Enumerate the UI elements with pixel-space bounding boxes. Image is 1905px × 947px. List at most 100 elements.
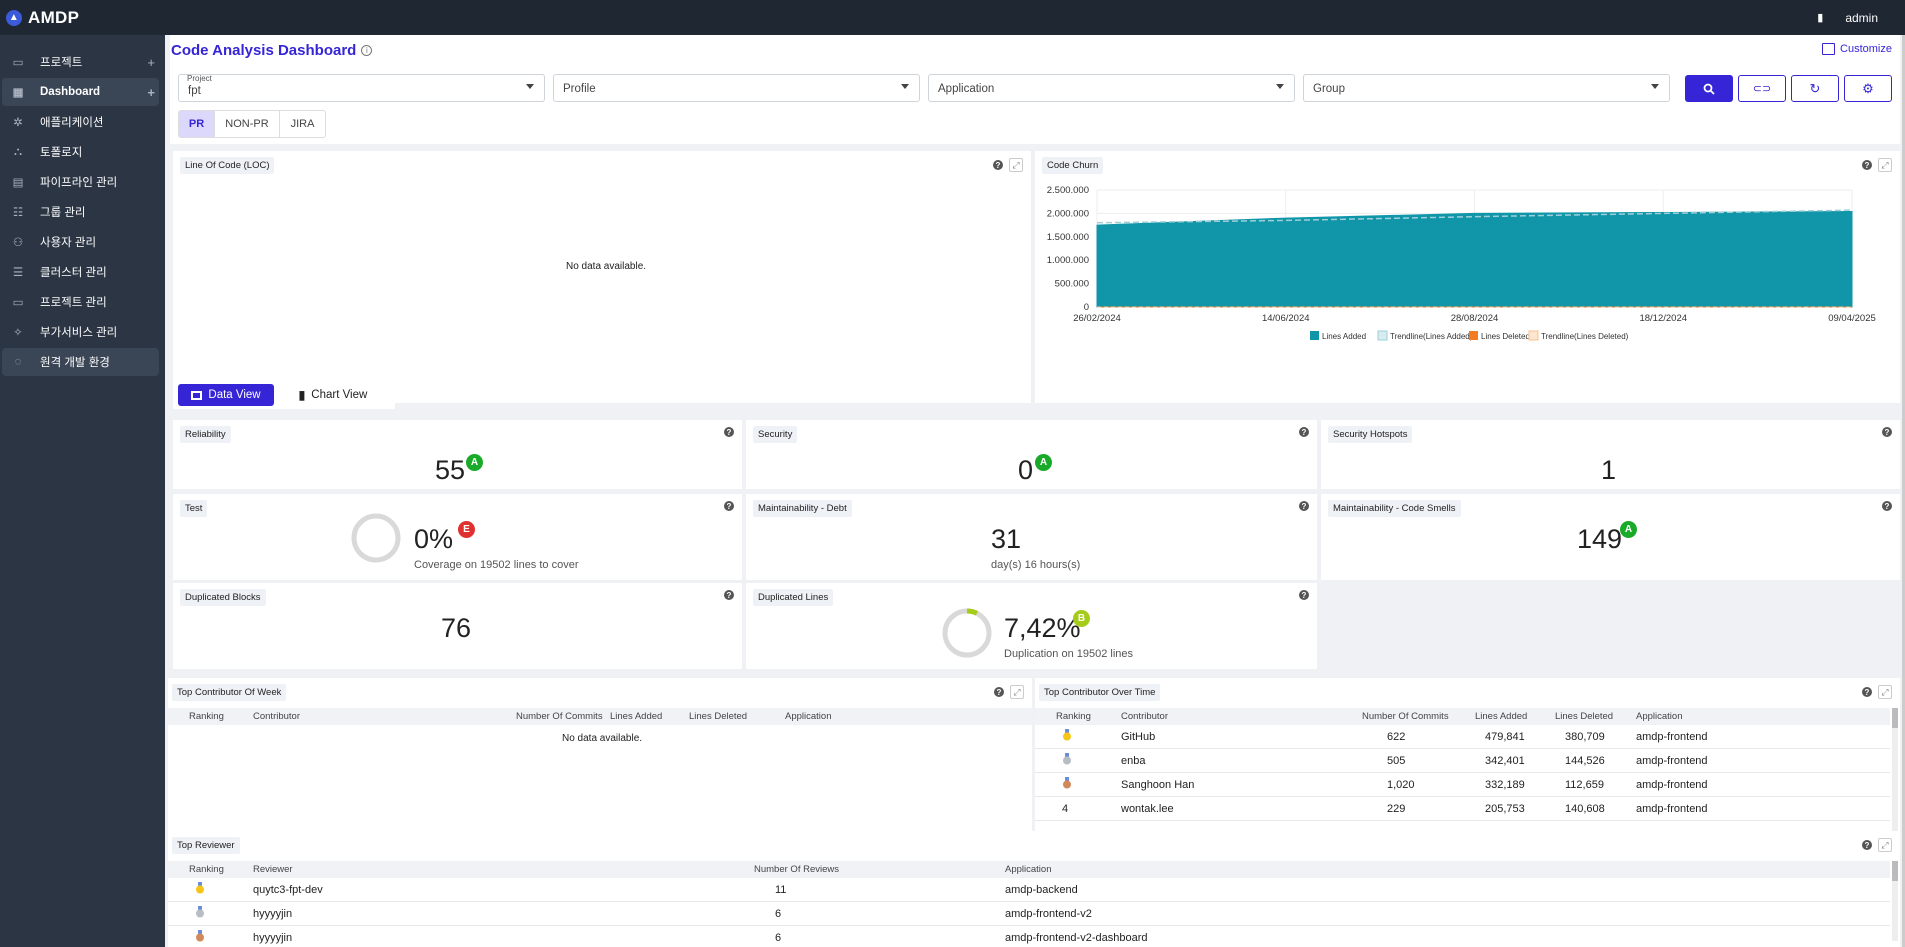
link-icon: ⊂⊃ <box>1752 83 1772 95</box>
project-select[interactable]: Project fpt <box>178 74 545 102</box>
help-icon[interactable]: ? <box>724 590 734 600</box>
expand-icon[interactable]: ⤢ <box>1878 158 1892 172</box>
tab-jira[interactable]: JIRA <box>279 111 325 137</box>
legend-label: Trendline(Lines Added) <box>1390 332 1473 341</box>
help-icon[interactable]: ? <box>1862 840 1872 850</box>
panel-title: Top Reviewer <box>172 837 240 854</box>
customize-button[interactable]: Customize <box>1822 43 1892 55</box>
card-title: Duplicated Blocks <box>180 589 266 606</box>
metric-subtitle: day(s) 16 hours(s) <box>991 559 1081 571</box>
help-icon[interactable]: ? <box>1299 590 1309 600</box>
top-contributor-week-panel: Top Contributor Of Week ? ⤢ Ranking Contr… <box>168 678 1032 858</box>
group-icon: ☷ <box>12 207 24 219</box>
expand-icon[interactable]: ⤢ <box>1010 685 1024 699</box>
help-icon[interactable]: ? <box>724 501 734 511</box>
scrollbar[interactable] <box>1892 861 1898 941</box>
cell-added: 479,841 <box>1485 730 1525 743</box>
y-tick-label: 1.500.000 <box>1047 232 1089 243</box>
scrollbar-thumb[interactable] <box>1892 708 1898 728</box>
tab-non-pr[interactable]: NON-PR <box>214 111 279 137</box>
cell-rank: 4 <box>1062 802 1069 815</box>
app-logo[interactable]: ▲ AMDP <box>0 8 79 28</box>
help-icon[interactable]: ? <box>1299 501 1309 511</box>
pipeline-icon: ▤ <box>12 177 24 189</box>
card-title: Duplicated Lines <box>753 589 834 606</box>
table-row[interactable]: GitHub 622 479,841 380,709 amdp-frontend <box>1035 725 1890 749</box>
sidebar-item[interactable]: ◌ 원격 개발 환경 <box>2 348 159 376</box>
metric-value: 76 <box>441 613 472 643</box>
search-button[interactable] <box>1685 75 1733 102</box>
table-row[interactable]: quytc3-fpt-dev 11 amdp-backend <box>168 878 1890 902</box>
cell-app: amdp-frontend-v2-dashboard <box>1005 931 1148 944</box>
help-icon[interactable]: ? <box>1882 427 1892 437</box>
help-icon[interactable]: ? <box>1882 501 1892 511</box>
page-scrollbar[interactable] <box>1902 35 1905 947</box>
scrollbar[interactable] <box>1892 708 1898 848</box>
help-icon[interactable]: ? <box>1862 160 1872 170</box>
help-icon[interactable]: ? <box>1862 687 1872 697</box>
help-icon[interactable]: ? <box>993 160 1003 170</box>
profile-select[interactable]: Profile <box>553 74 920 102</box>
scrollbar-thumb[interactable] <box>1892 861 1898 881</box>
table-row[interactable]: hyyyyjin 6 amdp-frontend-v2-dashboard <box>168 926 1890 947</box>
application-select[interactable]: Application <box>928 74 1295 102</box>
sidebar-item[interactable]: ✧ 부가서비스 관리 <box>2 318 159 346</box>
chevron-down-icon <box>1276 84 1284 89</box>
add-icon[interactable]: + <box>147 84 155 100</box>
sidebar-item-label: 토폴로지 <box>40 147 83 159</box>
column-header: Ranking <box>189 864 224 875</box>
link-button[interactable]: ⊂⊃ <box>1738 75 1786 102</box>
cell-reviewer: hyyyyjin <box>253 907 293 920</box>
expand-icon[interactable]: ⤢ <box>1878 838 1892 852</box>
sidebar-item[interactable]: ☷ 그룹 관리 <box>2 198 159 226</box>
sidebar-item[interactable]: ▤ 파이프라인 관리 <box>2 168 159 196</box>
table-row[interactable]: 4 wontak.lee 229 205,753 140,608 amdp-fronten… <box>1035 797 1890 821</box>
document-icon[interactable]: ▮ <box>1817 12 1824 24</box>
refresh-button[interactable]: ↻ <box>1791 75 1839 102</box>
expand-icon[interactable]: ⤢ <box>1009 158 1023 172</box>
cell-app: amdp-frontend <box>1636 730 1708 743</box>
series-area-lines-added <box>1096 211 1853 308</box>
table-row[interactable]: enba 505 342,401 144,526 amdp-frontend <box>1035 749 1890 773</box>
add-icon[interactable]: + <box>147 54 155 70</box>
sidebar-item[interactable]: ⚇ 사용자 관리 <box>2 228 159 256</box>
sidebar-item[interactable]: ⛬ 토폴로지 <box>2 138 159 166</box>
user-name[interactable]: admin <box>1845 10 1878 25</box>
column-header: Application <box>785 711 832 722</box>
cell-app: amdp-frontend-v2 <box>1005 907 1092 920</box>
cluster-icon: ☰ <box>12 267 24 279</box>
help-icon[interactable]: ? <box>724 427 734 437</box>
table-row[interactable]: hyyyyjin 6 amdp-frontend-v2 <box>168 902 1890 926</box>
sidebar-item[interactable]: ✲ 애플리케이션 <box>2 108 159 136</box>
sidebar-item[interactable]: ▦ Dashboard + <box>2 78 159 106</box>
sidebar-item[interactable]: ▭ 프로젝트 + <box>2 48 159 76</box>
table-row[interactable]: Sanghoon Han 1,020 332,189 112,659 amdp-fron… <box>1035 773 1890 797</box>
sidebar-item[interactable]: ☰ 클러스터 관리 <box>2 258 159 286</box>
refresh-icon: ↻ <box>1809 80 1821 96</box>
data-view-button[interactable]: Data View <box>178 384 274 406</box>
column-header: Contributor <box>1121 711 1168 722</box>
sidebar-item[interactable]: ▭ 프로젝트 관리 <box>2 288 159 316</box>
settings-button[interactable]: ⚙ <box>1844 75 1892 102</box>
cell-deleted: 380,709 <box>1565 730 1605 743</box>
tab-pr[interactable]: PR <box>179 111 214 137</box>
top-reviewer-panel: Top Reviewer ? ⤢ Ranking Reviewer Number … <box>168 831 1900 947</box>
medal-icon <box>195 882 205 897</box>
y-tick-label: 500.000 <box>1055 279 1089 290</box>
info-icon[interactable]: i <box>361 45 373 56</box>
card-title: Maintainability - Code Smells <box>1328 500 1461 517</box>
medal-icon <box>1062 777 1072 792</box>
duplicated-blocks-card: Duplicated Blocks ? 76 <box>173 583 742 669</box>
medal-icon <box>1062 729 1072 744</box>
help-icon[interactable]: ? <box>1299 427 1309 437</box>
chart-view-button[interactable]: ▮ Chart View <box>298 388 368 402</box>
metric-value: 7,42% <box>1004 613 1081 643</box>
cell-commits: 622 <box>1387 730 1406 743</box>
column-header: Lines Added <box>610 711 663 722</box>
y-tick-label: 0 <box>1084 302 1089 313</box>
help-icon[interactable]: ? <box>994 687 1004 697</box>
cell-added: 205,753 <box>1485 802 1525 815</box>
expand-icon[interactable]: ⤢ <box>1878 685 1892 699</box>
card-title: Security <box>753 426 798 443</box>
group-select[interactable]: Group <box>1303 74 1670 102</box>
